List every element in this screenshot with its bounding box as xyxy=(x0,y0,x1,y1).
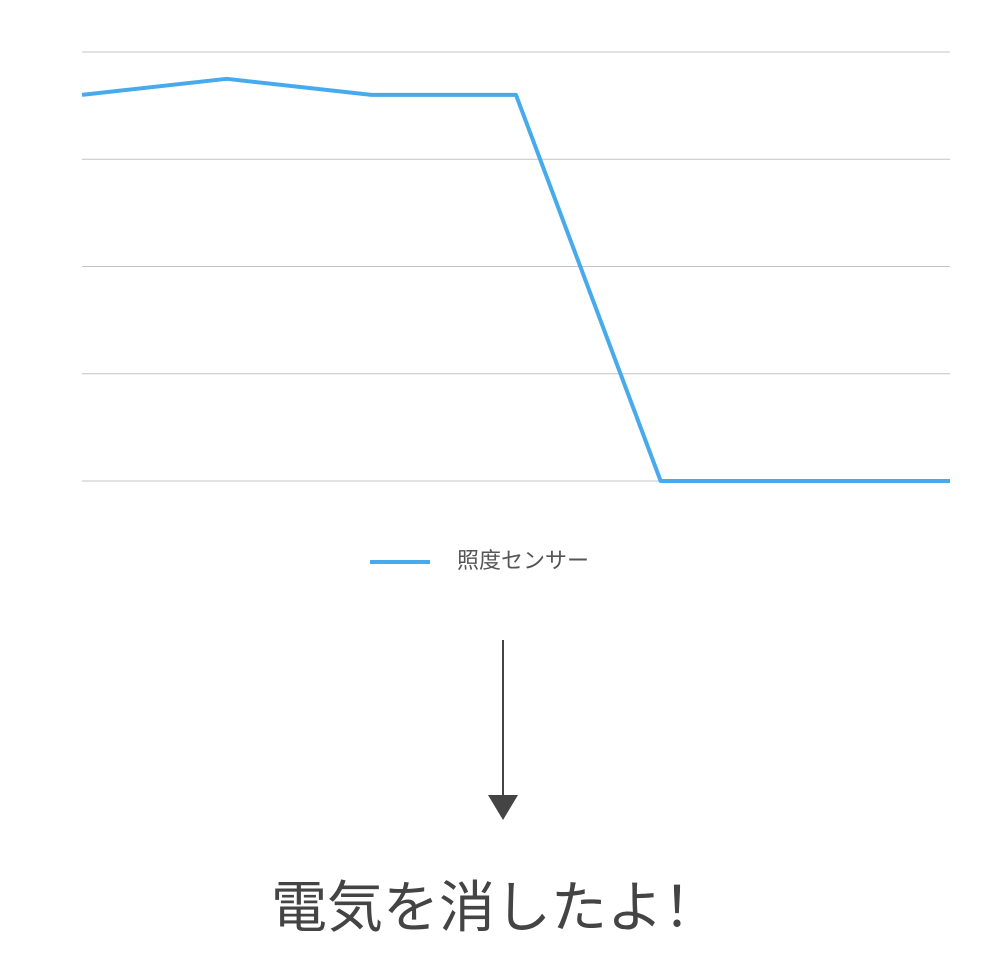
arrow-head xyxy=(488,795,518,820)
legend-label: 照度センサー xyxy=(457,549,589,574)
series-line xyxy=(81,76,950,483)
caption: 電気を消したよ！ xyxy=(271,876,719,941)
